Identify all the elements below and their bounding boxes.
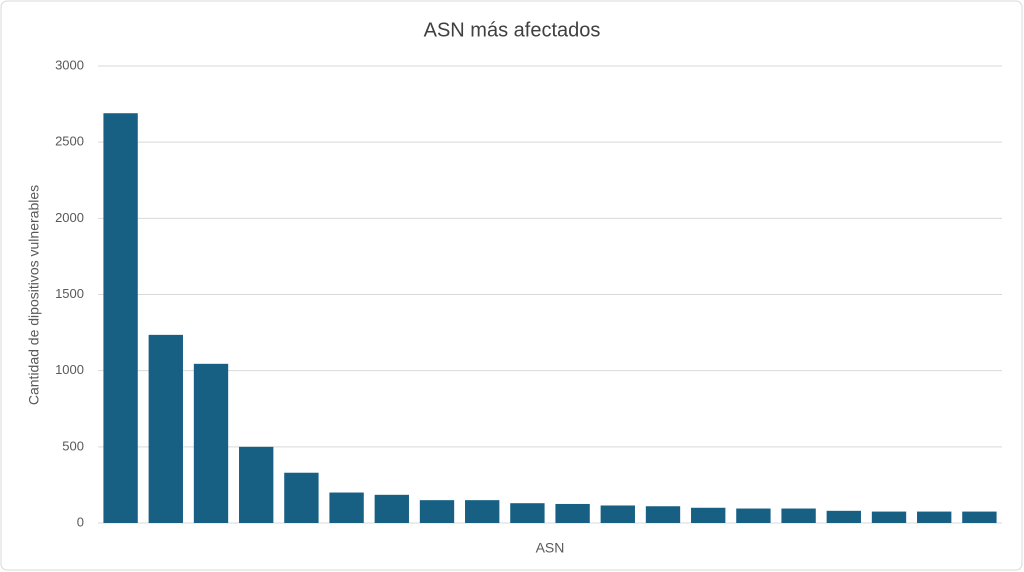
bar [962,511,997,523]
bar [781,508,816,523]
bar [826,510,861,523]
bar [374,494,409,523]
bar [148,334,183,523]
bar [103,113,138,524]
bar [419,500,455,523]
bar [600,505,635,523]
bar [917,511,952,523]
bar [691,507,726,523]
bar [871,511,907,523]
bar [239,446,274,523]
bar [645,506,681,523]
y-tick-label: 3000 [55,57,84,72]
bar [555,503,590,523]
bar [193,363,229,523]
y-tick-label: 500 [62,438,84,453]
bar [465,500,500,523]
y-tick-label: 0 [77,514,84,529]
x-axis-label: ASN [536,540,565,556]
bar [736,508,771,523]
chart-title: ASN más afectados [424,19,601,41]
bar [510,503,545,523]
y-tick-label: 1000 [55,362,84,377]
y-tick-label: 2500 [55,134,84,149]
bar [284,472,319,523]
y-axis-label: Cantidad de dipositivos vulnerables [26,185,42,405]
y-tick-label: 2000 [55,210,84,225]
bar [329,492,364,523]
y-tick-label: 1500 [55,286,84,301]
